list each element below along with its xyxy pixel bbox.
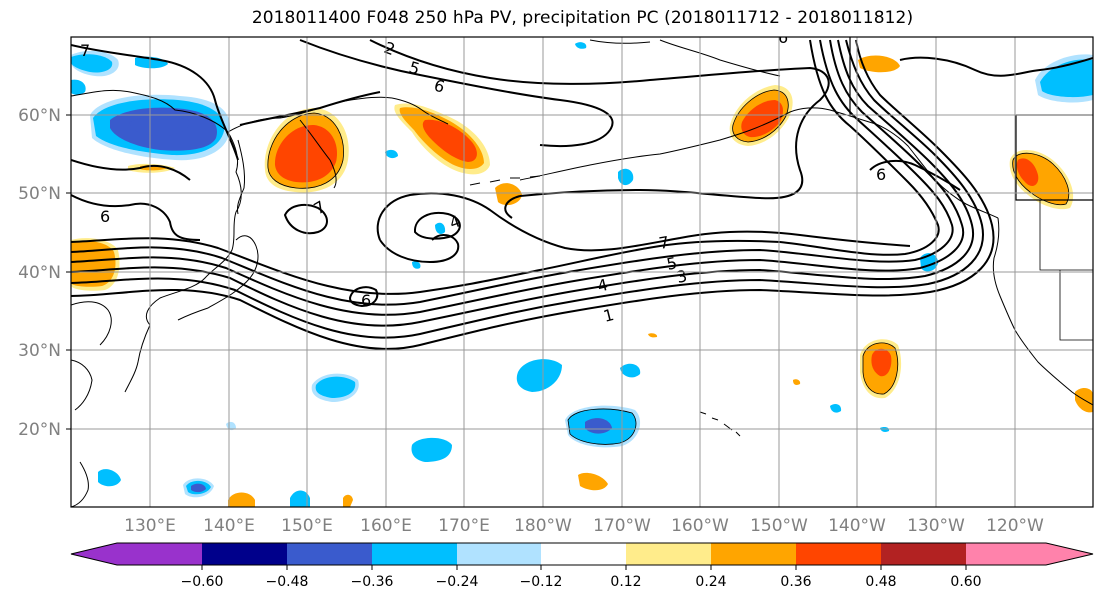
lon-label: 130°E bbox=[124, 516, 176, 536]
colorbar-tick-label: −0.60 bbox=[181, 574, 224, 590]
colorbar-bin bbox=[711, 543, 796, 565]
lon-label: 170°W bbox=[593, 516, 651, 536]
contour-label: 6 bbox=[778, 28, 788, 47]
precip-area-aleutian bbox=[394, 103, 490, 175]
lon-label: 140°E bbox=[203, 516, 255, 536]
lat-label: 60°N bbox=[18, 106, 61, 126]
colorbar-tick-label: 0.48 bbox=[865, 574, 896, 590]
lon-label: 170°E bbox=[438, 516, 490, 536]
colorbar-tick-label: −0.48 bbox=[266, 574, 309, 590]
contour-label: 6 bbox=[432, 76, 447, 97]
colorbar-bin bbox=[117, 543, 202, 565]
colorbar-min-extend bbox=[71, 543, 117, 565]
colorbar-tick-label: −0.12 bbox=[520, 574, 563, 590]
contour-label: 6 bbox=[876, 165, 886, 184]
colorbar-bin bbox=[796, 543, 881, 565]
precip-area-british-columbia bbox=[1009, 150, 1074, 210]
lat-label: 40°N bbox=[18, 263, 61, 283]
colorbar-tick-label: −0.36 bbox=[351, 574, 394, 590]
precip-area-blue-30n bbox=[311, 373, 359, 402]
lon-label: 180°W bbox=[514, 516, 572, 536]
lat-label: 50°N bbox=[18, 184, 61, 204]
contour-label: 5 bbox=[407, 58, 422, 79]
contour-label: 1 bbox=[601, 305, 615, 326]
contour-label: 6 bbox=[361, 291, 371, 310]
contour-label: 3 bbox=[675, 266, 689, 287]
precip-area-blue-20n bbox=[565, 405, 641, 448]
colorbar-max-extend bbox=[1046, 543, 1093, 565]
colorbar-bin bbox=[881, 543, 966, 565]
colorbar-tick-label: 0.12 bbox=[610, 574, 641, 590]
contour-label: 7 bbox=[657, 232, 670, 252]
colorbar-tick-label: −0.24 bbox=[436, 574, 479, 590]
colorbar-bin bbox=[287, 543, 372, 565]
colorbar-tick-label: 0.24 bbox=[695, 574, 726, 590]
lat-label: 30°N bbox=[18, 341, 61, 361]
colorbar-bin bbox=[372, 543, 457, 565]
colorbar-tick-label: 0.60 bbox=[950, 574, 981, 590]
colorbar-bin bbox=[626, 543, 711, 565]
colorbar: −0.60 −0.48 −0.36 −0.24 −0.12 0.12 0.24 … bbox=[70, 542, 1094, 590]
contour-label: 5 bbox=[665, 253, 679, 274]
colorbar-ticks bbox=[201, 565, 967, 570]
colorbar-bin bbox=[457, 543, 541, 565]
contour-label: 6 bbox=[100, 207, 110, 226]
contour-label: 7 bbox=[80, 41, 90, 60]
lat-label: 20°N bbox=[18, 420, 61, 440]
lon-label: 140°W bbox=[828, 516, 886, 536]
lon-label: 160°W bbox=[671, 516, 729, 536]
precip-area-nw-corner bbox=[71, 50, 168, 95]
latitude-labels: 60°N 50°N 40°N 30°N 20°N bbox=[18, 106, 61, 440]
axis-ticks bbox=[66, 114, 71, 430]
colorbar-bin bbox=[966, 543, 1046, 565]
lon-label: 120°W bbox=[986, 516, 1044, 536]
colorbar-bin bbox=[202, 543, 287, 565]
contour-label: 4 bbox=[595, 275, 609, 296]
longitude-labels: 130°E 140°E 150°E 160°E 170°E 180°W 170°… bbox=[124, 516, 1044, 536]
lon-label: 130°W bbox=[907, 516, 965, 536]
precip-area-orange-30n bbox=[860, 339, 902, 399]
colorbar-tick-label: 0.36 bbox=[780, 574, 811, 590]
map-title: 2018011400 F048 250 hPa PV, precipitatio… bbox=[251, 8, 914, 28]
colorbar-bin bbox=[541, 543, 626, 565]
colorbar-outline bbox=[70, 542, 1094, 566]
lon-label: 150°E bbox=[281, 516, 333, 536]
lon-label: 160°E bbox=[360, 516, 412, 536]
graticule bbox=[71, 37, 1093, 507]
pv-contours bbox=[71, 39, 1093, 350]
lon-label: 150°W bbox=[750, 516, 808, 536]
